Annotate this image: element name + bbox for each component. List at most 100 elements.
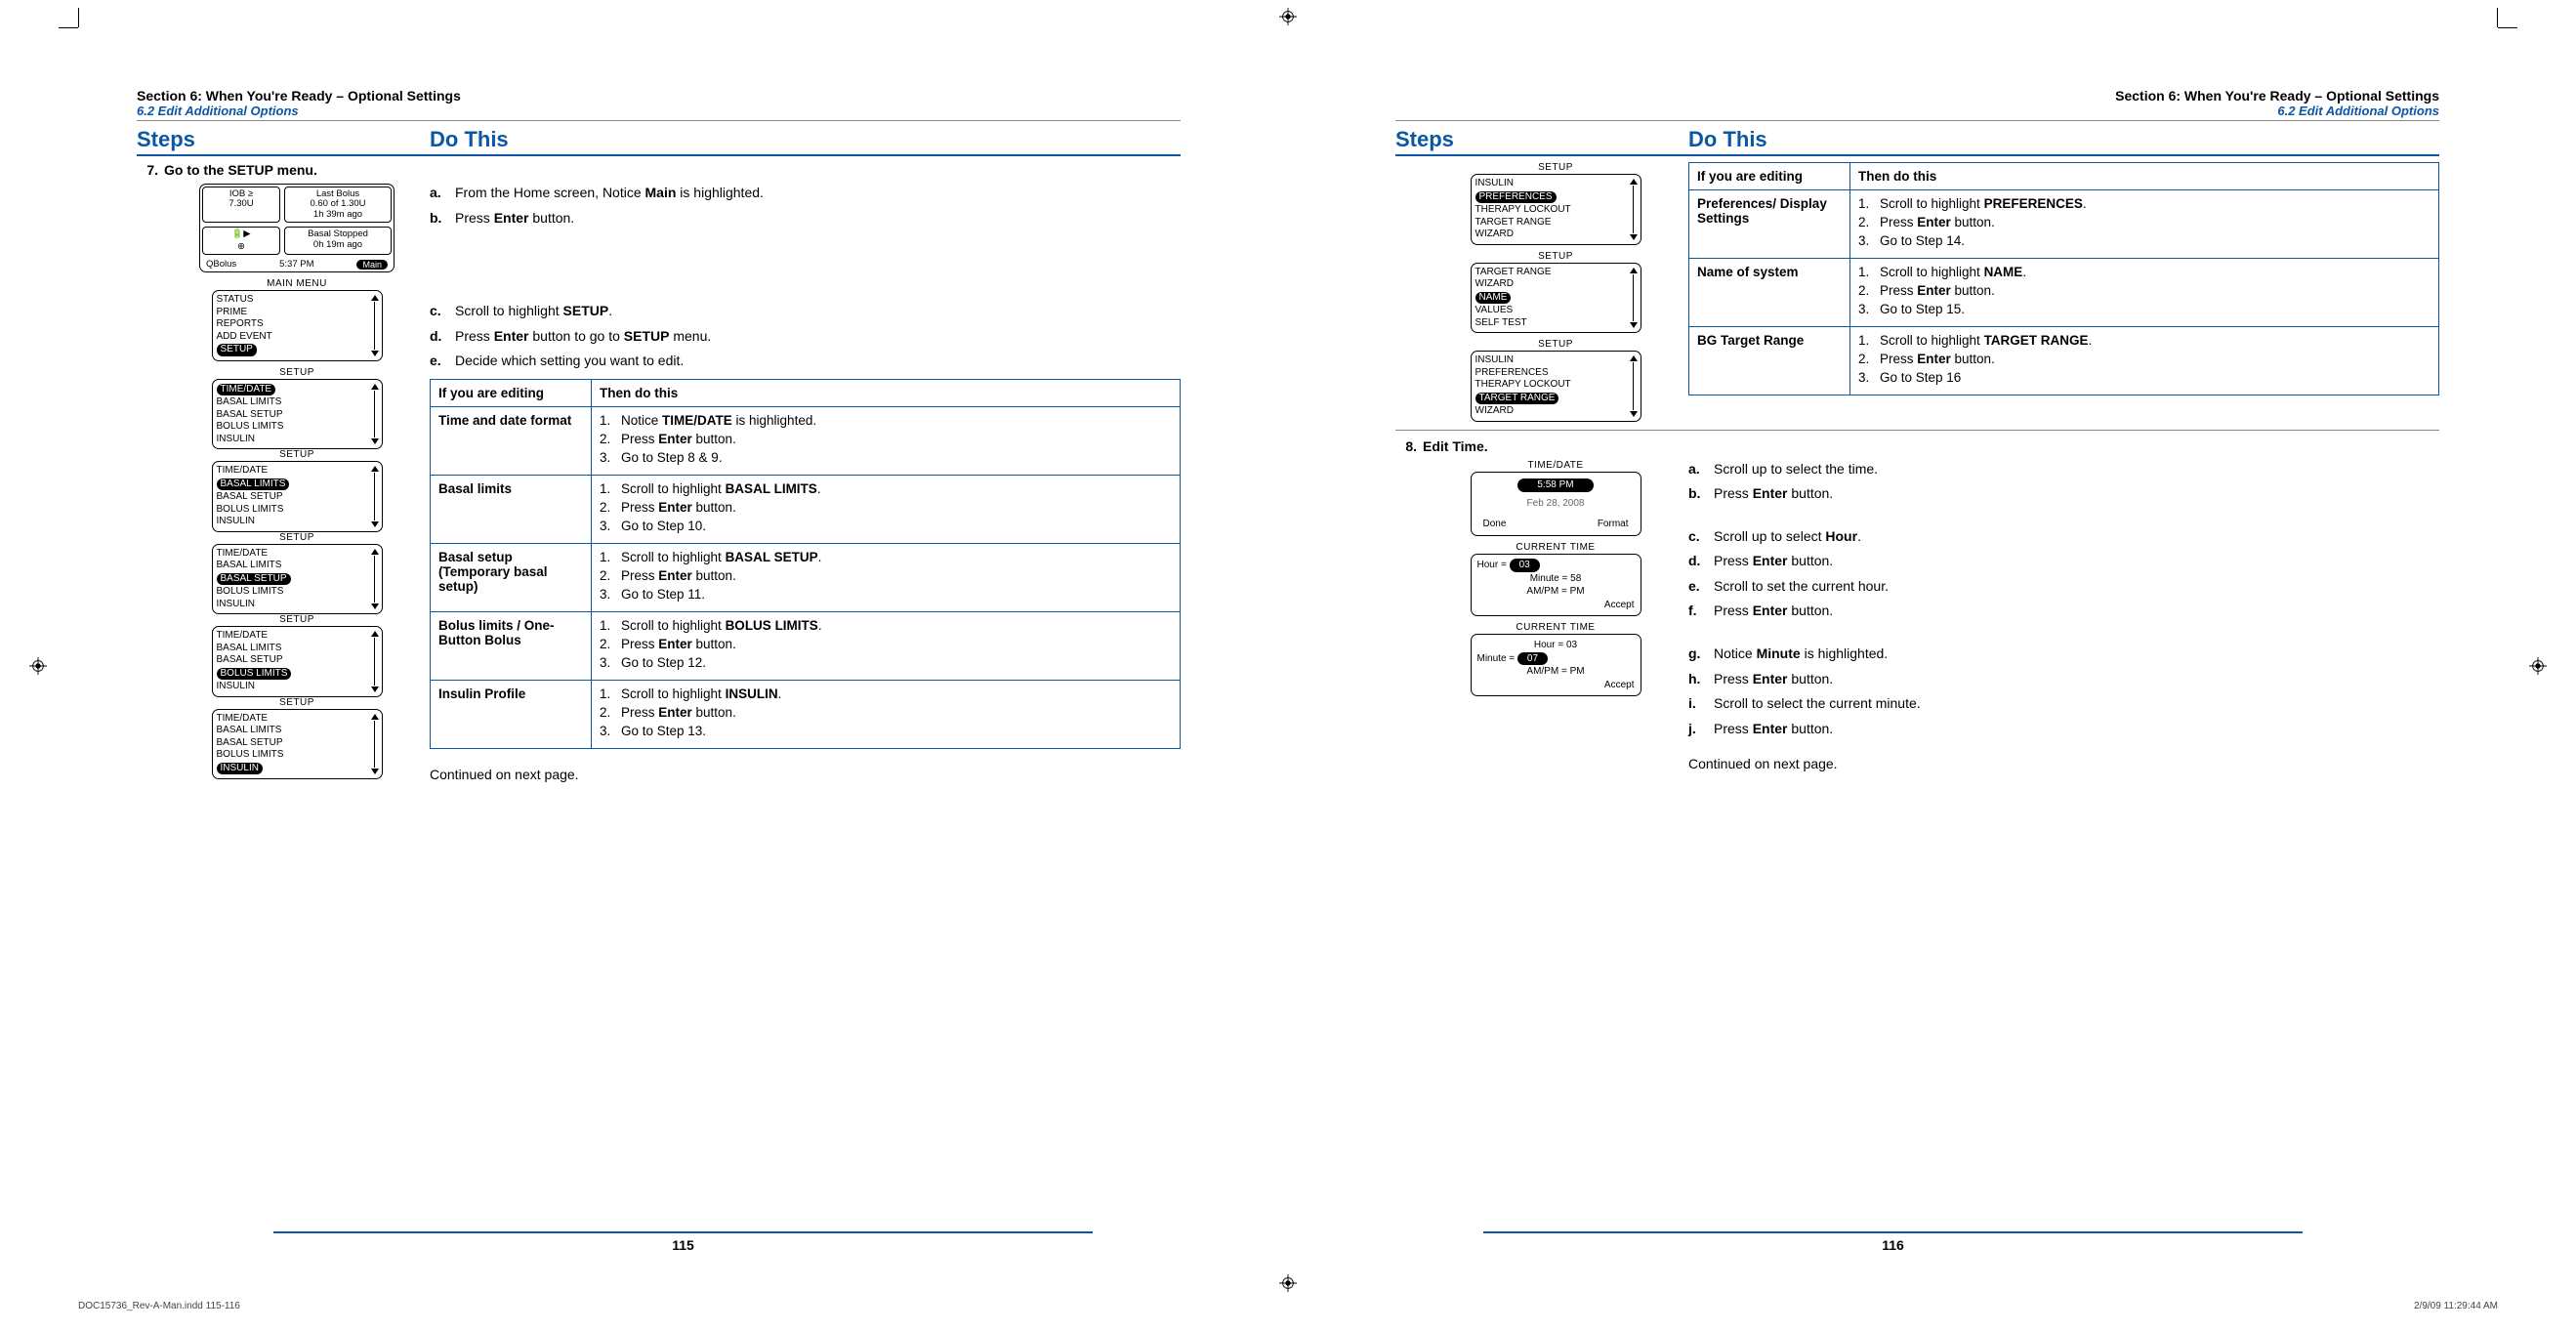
page-115: Section 6: When You're Ready – Optional …	[78, 29, 1288, 1272]
setup-screen: TIME/DATEBASAL LIMITSBASAL SETUPBOLUS LI…	[212, 544, 383, 615]
hour-value: 03	[1510, 559, 1540, 572]
page-116: Section 6: When You're Ready – Optional …	[1288, 29, 2498, 1272]
table-h1: If you are editing	[1689, 163, 1850, 190]
ampm-row: AM/PM = PM	[1477, 665, 1635, 679]
time-value: 5:58 PM	[1517, 478, 1593, 493]
current-time-screen-2: Hour = 03 Minute = 07 AM/PM = PM Accept	[1471, 634, 1641, 696]
table-row: Basal setup (Temporary basal setup)1.Scr…	[431, 543, 1181, 611]
table-h2: Then do this	[592, 379, 1181, 406]
instruction-item: h.Press Enter button.	[1688, 670, 2439, 689]
instruction-item: i.Scroll to select the current minute.	[1688, 694, 2439, 714]
table-h2: Then do this	[1850, 163, 2439, 190]
reg-mark-right	[2529, 657, 2547, 675]
editing-table-right: If you are editing Then do this Preferen…	[1688, 162, 2439, 395]
reg-mark-top	[1279, 8, 1297, 25]
subsection-title: 6.2 Edit Additional Options	[137, 104, 461, 118]
step-number: 8.	[1395, 438, 1423, 454]
instruction-item: b.Press Enter button.	[1688, 484, 2439, 504]
page-number: 116	[1483, 1231, 2303, 1253]
page-header: Section 6: When You're Ready – Optional …	[1395, 88, 2439, 121]
continued-text: Continued on next page.	[430, 767, 1181, 782]
instruction-item: e.Decide which setting you want to edit.	[430, 352, 1181, 371]
page-number: 115	[273, 1231, 1093, 1253]
column-headers: Steps Do This	[1395, 127, 2439, 156]
steps-header: Steps	[137, 127, 430, 152]
format-label: Format	[1598, 519, 1629, 531]
hour-row: Hour = 03	[1477, 639, 1635, 652]
continued-text: Continued on next page.	[1688, 756, 2439, 771]
accept-label: Accept	[1477, 679, 1635, 692]
accept-label: Accept	[1477, 599, 1635, 612]
current-time-title: CURRENT TIME	[1471, 622, 1641, 633]
section-title: Section 6: When You're Ready – Optional …	[137, 88, 461, 104]
steps-header: Steps	[1395, 127, 1688, 152]
table-h1: If you are editing	[431, 379, 592, 406]
iob-value: 7.30U	[207, 199, 275, 209]
main-pill: Main	[356, 260, 388, 270]
step-7-row: 7. Go to the SETUP menu. IOB ≥ 7.30U	[137, 162, 1181, 782]
instructions-8b: c.Scroll up to select Hour. d.Press Enter…	[1688, 527, 2439, 621]
table-row: BG Target Range1.Scroll to highlight TAR…	[1689, 327, 2439, 395]
minute-value: 07	[1517, 652, 1548, 666]
setup-screen: TIME/DATEBASAL LIMITSBASAL SETUPBOLUS LI…	[212, 709, 383, 780]
instructions-cde: c.Scroll to highlight SETUP. d.Press Ente…	[430, 302, 1181, 371]
setup-screen: TIME/DATEBASAL LIMITSBASAL SETUPBOLUS LI…	[212, 626, 383, 697]
current-time-title: CURRENT TIME	[1471, 542, 1641, 553]
main-menu-title: MAIN MENU	[212, 278, 383, 289]
column-headers: Steps Do This	[137, 127, 1181, 156]
qbolus-label: QBolus	[206, 259, 236, 270]
instruction-item: j.Press Enter button.	[1688, 720, 2439, 739]
reg-mark-bottom	[1279, 1274, 1297, 1292]
crop-mark	[78, 8, 79, 27]
instruction-item: d.Press Enter button.	[1688, 552, 2439, 571]
table-row: Time and date format1.Notice TIME/DATE i…	[431, 406, 1181, 475]
instruction-item: c.Scroll to highlight SETUP.	[430, 302, 1181, 321]
instructions-8a: a.Scroll up to select the time. b.Press E…	[1688, 460, 2439, 504]
antenna-icon: ⊕	[237, 242, 245, 252]
step-number: 7.	[137, 162, 164, 178]
table-row: Insulin Profile1.Scroll to highlight INS…	[431, 680, 1181, 748]
crop-mark	[2498, 27, 2517, 28]
reg-mark-left	[29, 657, 47, 675]
dothis-header: Do This	[430, 127, 509, 152]
page-header: Section 6: When You're Ready – Optional …	[137, 88, 1181, 121]
divider	[1395, 430, 2439, 431]
setup-screen: TIME/DATEBASAL LIMITSBASAL SETUPBOLUS LI…	[212, 379, 383, 450]
device-screens-left: IOB ≥ 7.30U Last Bolus 0.60 of 1.30U 1h …	[164, 184, 430, 779]
dothis-header: Do This	[1688, 127, 1767, 152]
device-screens-right-top: SETUPINSULINPREFERENCESTHERAPY LOCKOUTTA…	[1423, 162, 1688, 422]
setup-screen: TIME/DATEBASAL LIMITSBASAL SETUPBOLUS LI…	[212, 461, 383, 532]
instructions-8c: g.Notice Minute is highlighted.h.Press E…	[1688, 645, 2439, 738]
page-spread: Section 6: When You're Ready – Optional …	[0, 0, 2576, 1331]
last-bolus-l3: 1h 39m ago	[289, 210, 387, 220]
section-title: Section 6: When You're Ready – Optional …	[2115, 88, 2439, 104]
minute-label: Minute =	[1477, 653, 1516, 664]
crop-mark	[59, 27, 78, 28]
step-title: Go to the SETUP menu.	[164, 162, 1181, 178]
footer-meta: DOC15736_Rev-A-Man.indd 115-116 2/9/09 1…	[78, 1301, 2498, 1311]
home-screen: IOB ≥ 7.30U Last Bolus 0.60 of 1.30U 1h …	[199, 184, 395, 272]
instruction-item: c.Scroll up to select Hour.	[1688, 527, 2439, 547]
table-row: Preferences/ Display Settings1.Scroll to…	[1689, 190, 2439, 259]
crop-mark	[2497, 8, 2498, 27]
table-row: Name of system1.Scroll to highlight NAME…	[1689, 259, 2439, 327]
instruction-item: a.Scroll up to select the time.	[1688, 460, 2439, 479]
current-time-screen-1: Hour = 03 Minute = 58 AM/PM = PM Accept	[1471, 554, 1641, 616]
instruction-item: e.Scroll to set the current hour.	[1688, 577, 2439, 597]
editing-table-left: If you are editing Then do this Time and…	[430, 379, 1181, 749]
footer-timestamp: 2/9/09 11:29:44 AM	[2414, 1301, 2498, 1311]
timedate-title: TIME/DATE	[1471, 460, 1641, 471]
step-8-row: 8. Edit Time. TIME/DATE 5:58 PM	[1395, 438, 2439, 772]
main-menu-screen: STATUSPRIMEREPORTSADD EVENTSETUP	[212, 290, 383, 361]
setup-screen: INSULINPREFERENCESTHERAPY LOCKOUTTARGET …	[1471, 351, 1641, 422]
instruction-item: b.Press Enter button.	[430, 209, 1181, 229]
step-title: Edit Time.	[1423, 438, 2439, 454]
basal-l2: 0h 19m ago	[289, 240, 387, 250]
table-row: Bolus limits / One-Button Bolus1.Scroll …	[431, 611, 1181, 680]
instruction-item: d.Press Enter button to go to SETUP menu…	[430, 327, 1181, 347]
done-label: Done	[1483, 519, 1507, 531]
footer-file: DOC15736_Rev-A-Man.indd 115-116	[78, 1301, 240, 1311]
battery-icon: 🔋▶	[231, 229, 250, 239]
hour-label: Hour =	[1477, 560, 1507, 570]
subsection-title: 6.2 Edit Additional Options	[2115, 104, 2439, 118]
